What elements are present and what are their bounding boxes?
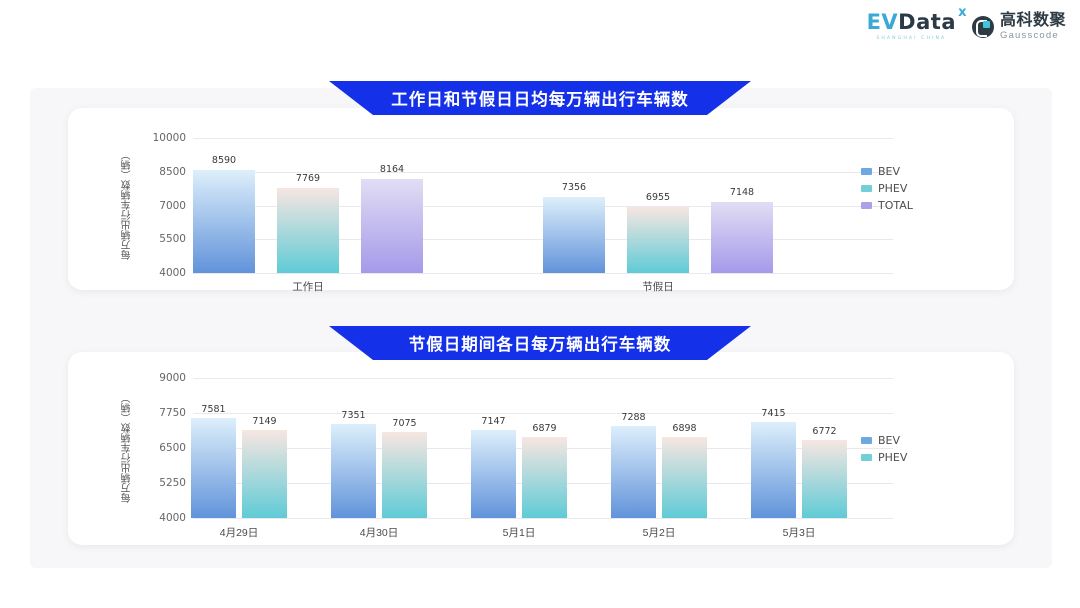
bar-value-label: 7075 (392, 417, 417, 429)
grid-line (193, 273, 893, 274)
y-axis-tick-label: 7750 (159, 407, 186, 419)
chart-legend: BEV PHEV TOTAL (861, 165, 913, 212)
gausscode-logo: 高科数聚 Gausscode (971, 11, 1066, 41)
gausscode-g-icon (971, 15, 994, 38)
bar-phev (522, 437, 567, 518)
evdata-suffix: Data (898, 10, 956, 34)
legend-label: BEV (878, 165, 901, 178)
y-axis-tick-label: 9000 (159, 372, 186, 384)
evdata-prefix: EV (866, 10, 899, 34)
y-axis-title: 每万辆出行车辆数（辆） (122, 393, 133, 503)
bar-bev (191, 417, 236, 518)
bar-phev (627, 206, 689, 273)
x-axis-category-label: 4月29日 (219, 527, 259, 539)
gausscode-chinese-name: 高科数聚 (999, 11, 1066, 29)
bar-bev (611, 425, 656, 518)
legend-swatch-icon (861, 202, 872, 209)
gausscode-english-name: Gausscode (999, 29, 1059, 41)
bar-phev (242, 429, 287, 518)
bar-value-label: 7415 (761, 408, 786, 420)
y-axis-tick-label: 4000 (159, 512, 186, 524)
legend-item-total[interactable]: TOTAL (861, 199, 913, 212)
x-axis-category-label: 4月30日 (359, 527, 399, 539)
y-axis-tick-label: 8500 (159, 165, 186, 178)
chart-holiday-daily: 每万辆出行车辆数（辆） 4000 5250 6500 7750 9000 7581 7149 4… (68, 352, 1014, 545)
bar-value-label: 7769 (295, 173, 321, 185)
chart-card-daily-average: 每万辆出行车辆数（辆） 4000 5500 7000 8500 10000 8590 7769… (68, 108, 1014, 293)
bar-bev (751, 422, 796, 518)
legend-label: PHEV (878, 451, 908, 464)
legend-label: BEV (878, 434, 901, 447)
evdata-wordmark: EVData x (866, 6, 967, 34)
bar-total (361, 179, 423, 273)
x-axis-category-label: 节假日 (642, 281, 674, 293)
y-axis-tick-label: 6500 (159, 442, 186, 454)
chart-legend: BEV PHEV (861, 434, 907, 464)
legend-swatch-icon (861, 185, 872, 192)
bar-phev (382, 431, 427, 518)
y-axis-tick-label: 5250 (159, 477, 186, 489)
y-axis-title: 每万辆出行车辆数（辆） (122, 150, 133, 261)
bar-value-label: 7356 (561, 182, 587, 194)
bar-value-label: 7148 (729, 187, 755, 199)
x-axis-category-label: 5月2日 (642, 527, 676, 539)
chart-title-banner-2: 节假日期间各日每万辆出行车辆数 (329, 326, 751, 360)
logo-group: EVData x SHANGHAI CHINA 高科数聚 Gausscode (866, 6, 1066, 41)
evdata-superscript-icon: x (958, 5, 967, 20)
bar-bev (543, 197, 605, 273)
chart-title-banner-1: 工作日和节假日日均每万辆出行车辆数 (329, 81, 751, 115)
legend-item-phev[interactable]: PHEV (861, 451, 907, 464)
chart-daily-average: 每万辆出行车辆数（辆） 4000 5500 7000 8500 10000 8590 7769… (68, 108, 1014, 293)
bar-value-label: 7581 (201, 403, 226, 415)
x-axis-category-label: 5月3日 (782, 527, 816, 539)
bar-value-label: 7288 (621, 411, 646, 423)
chart-card-holiday-daily: 每万辆出行车辆数（辆） 4000 5250 6500 7750 9000 7581 7149 4… (68, 352, 1014, 545)
bar-phev (277, 188, 339, 273)
bar-phev (802, 440, 847, 518)
bar-value-label: 6955 (645, 191, 671, 203)
grid-line (193, 378, 893, 379)
bar-value-label: 6898 (672, 422, 697, 434)
y-axis-tick-label: 4000 (159, 267, 186, 279)
legend-item-phev[interactable]: PHEV (861, 182, 913, 195)
grid-line (193, 413, 893, 414)
bar-bev (471, 429, 516, 518)
page-header: EVData x SHANGHAI CHINA 高科数聚 Gausscode (0, 0, 1080, 62)
bar-phev (662, 436, 707, 518)
bar-value-label: 8590 (211, 154, 237, 166)
x-axis-category-label: 5月1日 (502, 527, 536, 539)
legend-label: PHEV (878, 182, 908, 195)
grid-line (193, 518, 893, 519)
y-axis-tick-label: 7000 (159, 199, 186, 212)
bar-value-label: 7147 (481, 415, 506, 427)
evdata-logo: EVData x SHANGHAI CHINA (866, 6, 967, 41)
legend-swatch-icon (861, 454, 872, 461)
bar-total (711, 202, 773, 273)
bar-value-label: 8164 (379, 164, 405, 176)
bar-value-label: 7149 (252, 415, 277, 427)
evdata-subtitle: SHANGHAI CHINA (876, 36, 947, 41)
gausscode-text: 高科数聚 Gausscode (999, 11, 1066, 41)
y-axis-tick-label: 10000 (152, 132, 186, 144)
legend-label: TOTAL (878, 199, 913, 212)
legend-swatch-icon (861, 437, 872, 444)
bar-value-label: 6772 (812, 426, 837, 438)
legend-item-bev[interactable]: BEV (861, 434, 907, 447)
x-axis-category-label: 工作日 (292, 281, 324, 293)
bar-value-label: 6879 (532, 423, 557, 435)
bar-value-label: 7351 (341, 410, 366, 422)
legend-swatch-icon (861, 168, 872, 175)
legend-item-bev[interactable]: BEV (861, 165, 913, 178)
bar-bev (193, 169, 255, 273)
bar-bev (331, 424, 376, 518)
grid-line (193, 138, 893, 139)
y-axis-tick-label: 5500 (159, 233, 186, 246)
grid-line (193, 171, 893, 173)
